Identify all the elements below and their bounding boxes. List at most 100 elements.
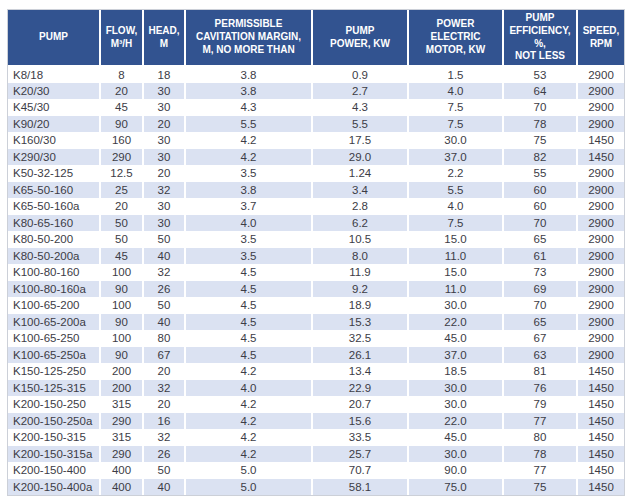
cell-power: 9.2	[312, 281, 408, 298]
cell-pump: K160/30	[8, 132, 100, 149]
table-row: K200-150-400400505.070.790.0771450	[8, 462, 624, 479]
cell-flow: 90	[100, 314, 143, 331]
cell-flow: 200	[100, 363, 143, 380]
cell-motor: 30.0	[408, 396, 503, 413]
cell-head: 30	[143, 132, 185, 149]
cell-speed: 2900	[577, 248, 624, 265]
cell-pump: K200-150-400a	[8, 479, 100, 496]
column-header-cavitation: PERMISSIBLE CAVITATION MARGIN, M, NO MOR…	[185, 10, 312, 66]
cell-motor: 75.0	[408, 479, 503, 496]
cell-cavitation: 3.5	[185, 248, 312, 265]
cell-motor: 7.5	[408, 99, 503, 116]
table-row: K20/3020303.82.74.0642900	[8, 83, 624, 100]
table-row: K100-80-160a90264.59.211.0692900	[8, 281, 624, 298]
cell-head: 20	[143, 165, 185, 182]
cell-efficiency: 60	[503, 182, 577, 199]
cell-head: 30	[143, 198, 185, 215]
cell-flow: 315	[100, 396, 143, 413]
cell-motor: 18.5	[408, 363, 503, 380]
cell-pump: K90/20	[8, 116, 100, 133]
table-row: K80-50-20050503.510.515.0652900	[8, 231, 624, 248]
table-row: K200-150-315a290264.225.730.0781450	[8, 446, 624, 463]
cell-power: 10.5	[312, 231, 408, 248]
cell-power: 25.7	[312, 446, 408, 463]
cell-speed: 2900	[577, 165, 624, 182]
cell-motor: 5.5	[408, 182, 503, 199]
cell-motor: 30.0	[408, 380, 503, 397]
cell-cavitation: 4.0	[185, 215, 312, 232]
cell-power: 15.3	[312, 314, 408, 331]
cell-efficiency: 70	[503, 99, 577, 116]
cell-efficiency: 60	[503, 198, 577, 215]
cell-speed: 2900	[577, 198, 624, 215]
table-row: K200-150-250a290164.215.622.0771450	[8, 413, 624, 430]
cell-pump: K8/18	[8, 66, 100, 83]
cell-efficiency: 78	[503, 446, 577, 463]
cell-efficiency: 67	[503, 330, 577, 347]
table-body: K8/188183.80.91.5532900K20/3020303.82.74…	[8, 66, 624, 495]
cell-speed: 2900	[577, 330, 624, 347]
cell-head: 50	[143, 462, 185, 479]
cell-motor: 11.0	[408, 248, 503, 265]
cell-efficiency: 69	[503, 281, 577, 298]
cell-cavitation: 4.2	[185, 413, 312, 430]
cell-efficiency: 53	[503, 66, 577, 83]
cell-cavitation: 4.2	[185, 429, 312, 446]
table-row: K80-50-200a45403.58.011.0612900	[8, 248, 624, 265]
cell-flow: 90	[100, 281, 143, 298]
cell-power: 2.7	[312, 83, 408, 100]
cell-cavitation: 4.5	[185, 347, 312, 364]
cell-head: 20	[143, 363, 185, 380]
cell-efficiency: 73	[503, 264, 577, 281]
cell-speed: 1450	[577, 446, 624, 463]
cell-head: 32	[143, 182, 185, 199]
cell-head: 80	[143, 330, 185, 347]
cell-motor: 45.0	[408, 429, 503, 446]
cell-efficiency: 63	[503, 347, 577, 364]
cell-motor: 4.0	[408, 198, 503, 215]
cell-cavitation: 5.5	[185, 116, 312, 133]
cell-speed: 2900	[577, 66, 624, 83]
cell-motor: 7.5	[408, 215, 503, 232]
cell-head: 30	[143, 99, 185, 116]
cell-flow: 12.5	[100, 165, 143, 182]
cell-head: 20	[143, 116, 185, 133]
cell-pump: K20/30	[8, 83, 100, 100]
cell-flow: 400	[100, 479, 143, 496]
cell-efficiency: 78	[503, 116, 577, 133]
cell-power: 32.5	[312, 330, 408, 347]
cell-power: 0.9	[312, 66, 408, 83]
column-header-speed: SPEED, RPM	[577, 10, 624, 66]
cell-efficiency: 80	[503, 429, 577, 446]
cell-flow: 20	[100, 83, 143, 100]
cell-pump: K100-80-160a	[8, 281, 100, 298]
cell-power: 17.5	[312, 132, 408, 149]
cell-motor: 37.0	[408, 347, 503, 364]
cell-efficiency: 70	[503, 215, 577, 232]
cell-motor: 45.0	[408, 330, 503, 347]
cell-power: 3.4	[312, 182, 408, 199]
cell-cavitation: 3.5	[185, 231, 312, 248]
pump-specifications-table: PUMPFLOW, M³/HHEAD, MPERMISSIBLE CAVITAT…	[8, 10, 624, 495]
cell-flow: 400	[100, 462, 143, 479]
cell-cavitation: 4.5	[185, 314, 312, 331]
table-row: K150-125-250200204.213.418.5811450	[8, 363, 624, 380]
cell-motor: 90.0	[408, 462, 503, 479]
table-header: PUMPFLOW, M³/HHEAD, MPERMISSIBLE CAVITAT…	[8, 10, 624, 66]
cell-speed: 1450	[577, 149, 624, 166]
cell-speed: 1450	[577, 363, 624, 380]
cell-motor: 4.0	[408, 83, 503, 100]
cell-cavitation: 5.0	[185, 462, 312, 479]
cell-motor: 2.2	[408, 165, 503, 182]
cell-head: 26	[143, 446, 185, 463]
cell-pump: K100-80-160	[8, 264, 100, 281]
cell-cavitation: 4.2	[185, 363, 312, 380]
cell-motor: 30.0	[408, 297, 503, 314]
cell-cavitation: 4.5	[185, 264, 312, 281]
column-header-pump: PUMP	[8, 10, 100, 66]
cell-power: 13.4	[312, 363, 408, 380]
cell-speed: 1450	[577, 462, 624, 479]
cell-head: 40	[143, 479, 185, 496]
cell-head: 50	[143, 297, 185, 314]
cell-power: 20.7	[312, 396, 408, 413]
